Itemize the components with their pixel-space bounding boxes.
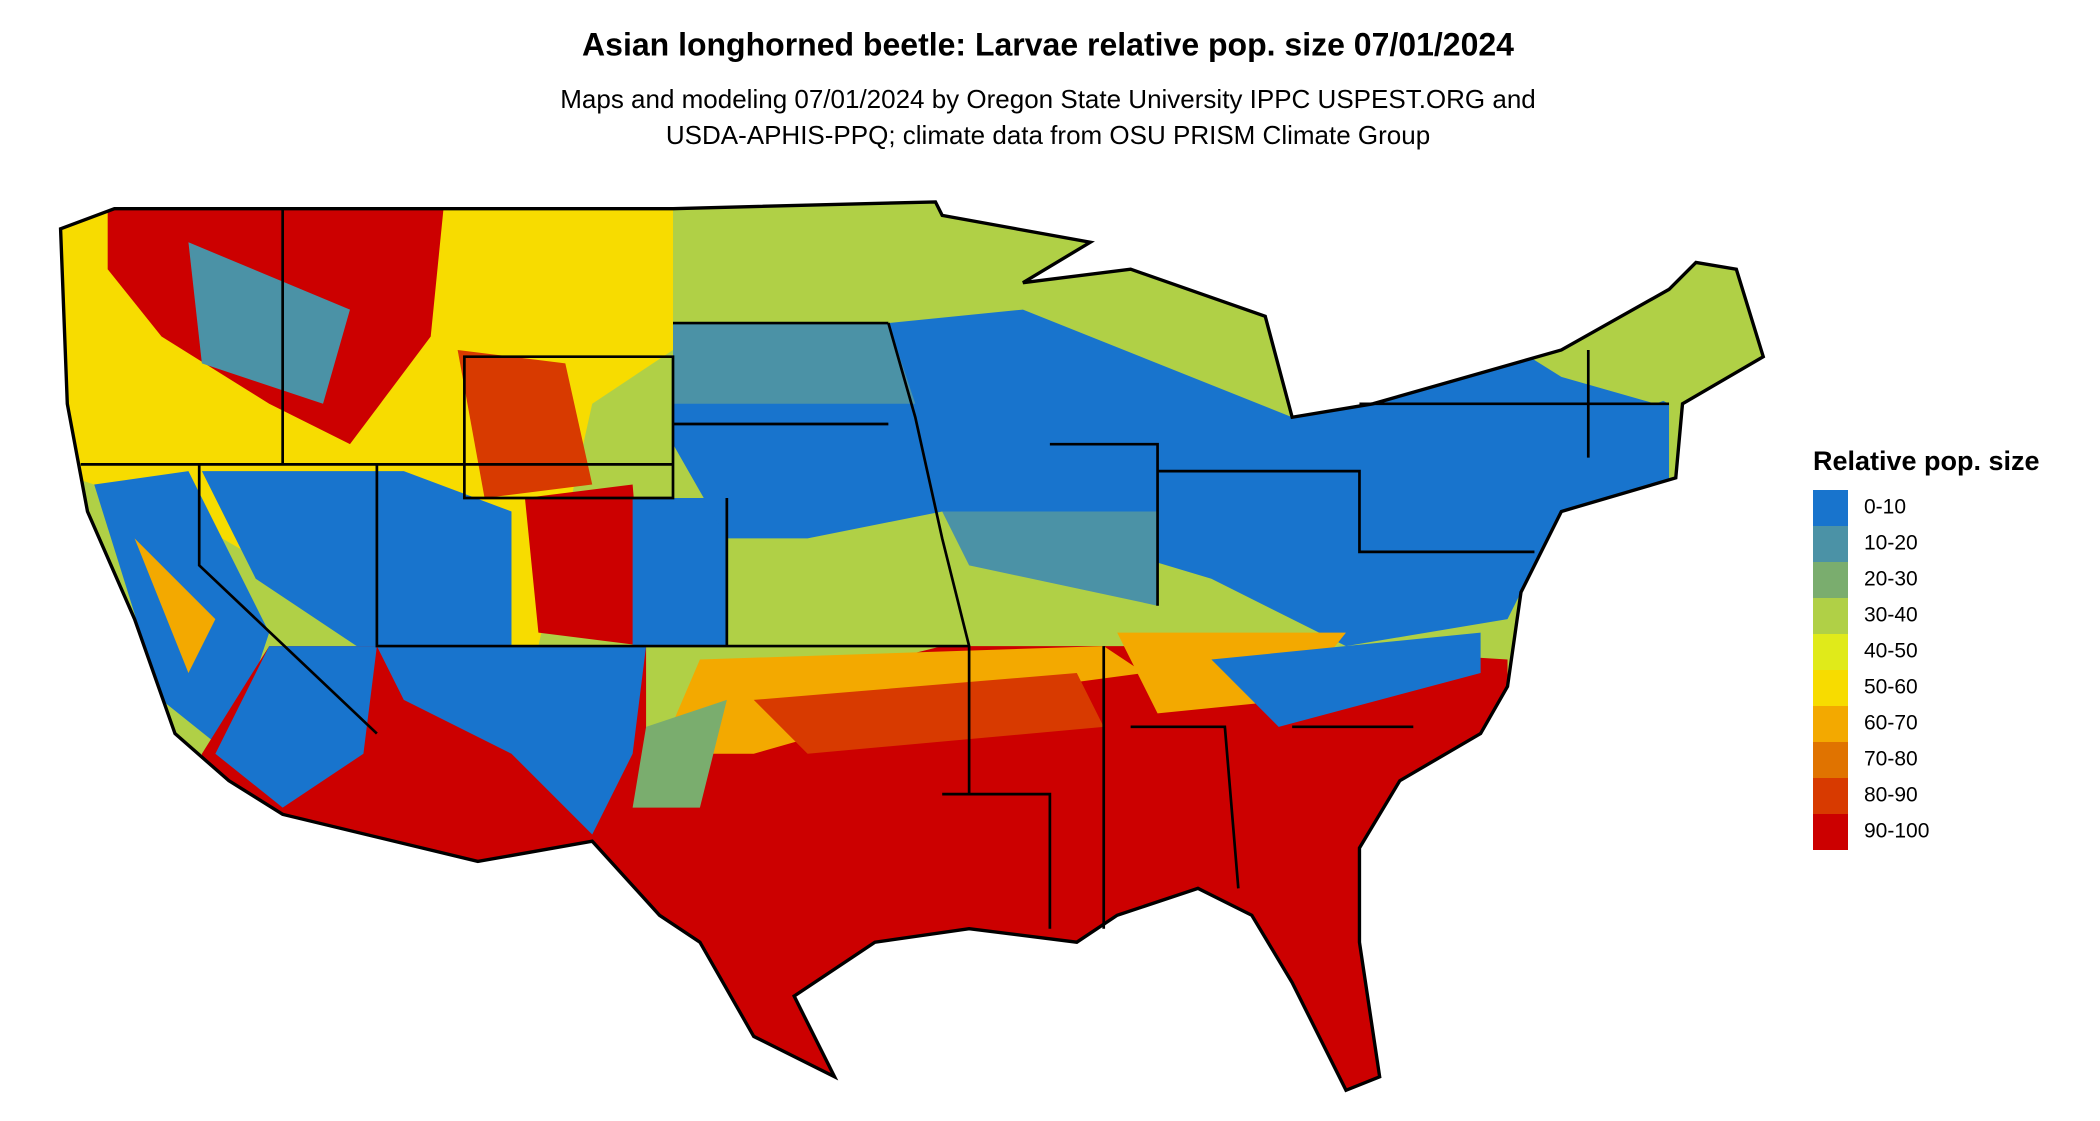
legend: 0-10 10-20 20-30 30-40 40-50 50-60 60-70 70-80 8…: [1813, 490, 1929, 850]
map-title: Asian longhorned beetle: Larvae relative…: [582, 26, 1514, 62]
map-subtitle: Maps and modeling 07/01/2024 by Oregon S…: [560, 84, 1536, 114]
legend-swatch: [1813, 598, 1848, 634]
legend-swatch: [1813, 526, 1848, 562]
legend-swatch: [1813, 778, 1848, 814]
legend-swatch: [1813, 670, 1848, 706]
legend-swatch: [1813, 814, 1848, 850]
legend-label: 70-80: [1864, 748, 1918, 771]
legend-label: 30-40: [1864, 604, 1918, 627]
legend-swatch: [1813, 562, 1848, 598]
legend-label: 20-30: [1864, 568, 1918, 591]
legend-label: 50-60: [1864, 676, 1918, 699]
legend-label: 90-100: [1864, 820, 1929, 843]
legend-swatch: [1813, 706, 1848, 742]
legend-swatch: [1813, 742, 1848, 778]
map-subtitle: USDA-APHIS-PPQ; climate data from OSU PR…: [666, 120, 1430, 150]
us-map: [58, 200, 1765, 1092]
legend-label: 40-50: [1864, 640, 1918, 663]
legend-swatch: [1813, 634, 1848, 670]
legend-swatch: [1813, 490, 1848, 526]
legend-title: Relative pop. size: [1813, 446, 2040, 476]
legend-label: 10-20: [1864, 532, 1918, 555]
legend-label: 0-10: [1864, 496, 1906, 519]
legend-label: 80-90: [1864, 784, 1918, 807]
legend-label: 60-70: [1864, 712, 1918, 735]
